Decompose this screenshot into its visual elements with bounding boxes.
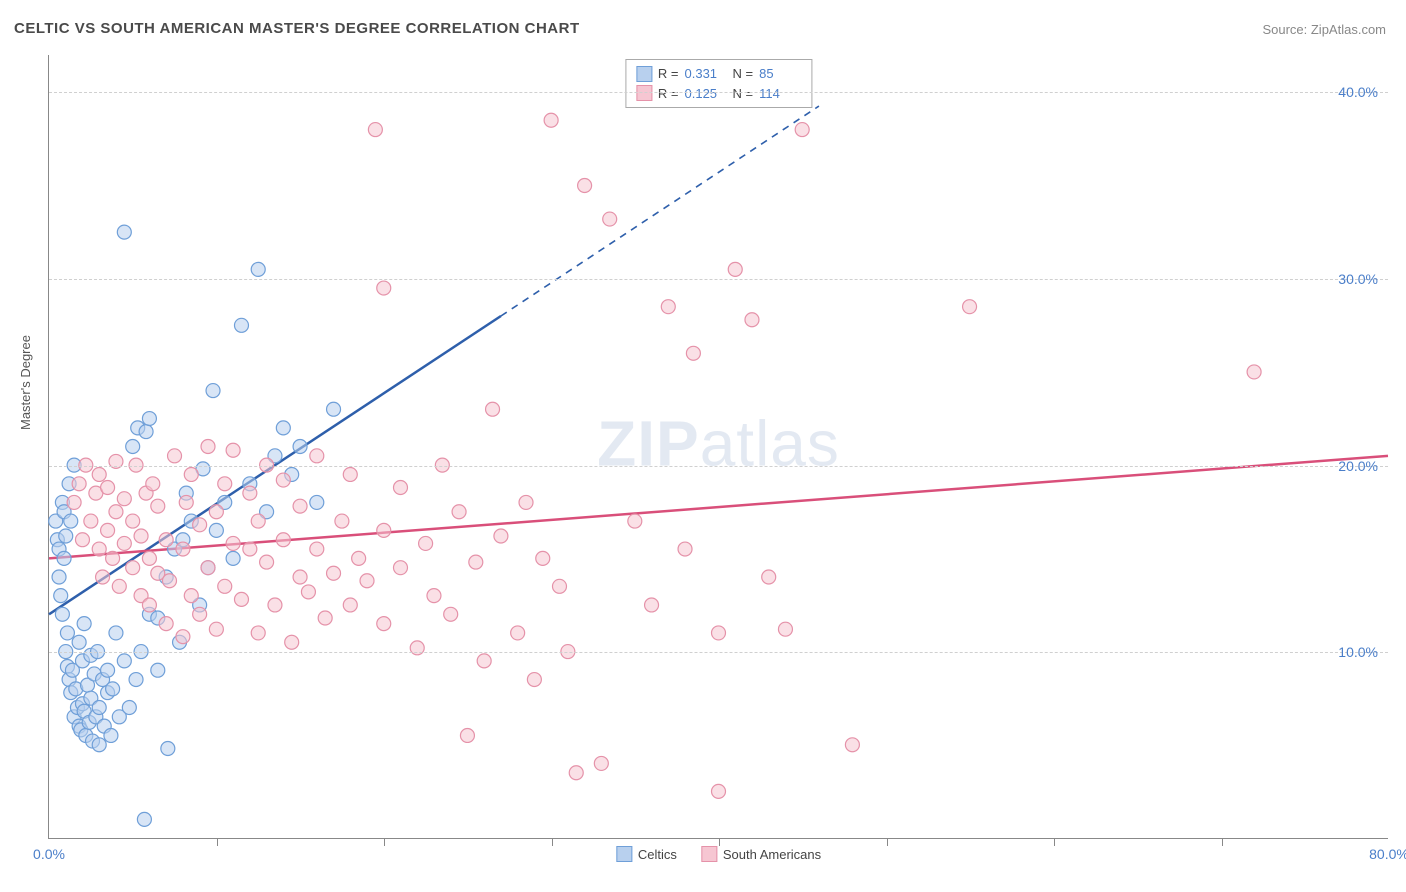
chart-title: CELTIC VS SOUTH AMERICAN MASTER'S DEGREE…	[14, 20, 580, 37]
n-value-celtics: 85	[759, 64, 801, 84]
legend-swatch-celtics	[616, 846, 632, 862]
y-axis-label: Master's Degree	[18, 335, 33, 430]
y-tick-label: 40.0%	[1338, 84, 1378, 100]
y-tick-label: 30.0%	[1338, 271, 1378, 287]
y-tick-label: 10.0%	[1338, 644, 1378, 660]
legend-item-south-americans: South Americans	[701, 846, 821, 862]
legend-label-south-americans: South Americans	[723, 847, 821, 862]
x-tick-label: 80.0%	[1369, 846, 1406, 862]
legend-label-celtics: Celtics	[638, 847, 677, 862]
x-tick-label: 0.0%	[33, 846, 65, 862]
legend-swatch-south-americans	[701, 846, 717, 862]
n-label: N =	[733, 64, 754, 84]
r-value-celtics: 0.331	[685, 64, 727, 84]
stats-legend: R = 0.331 N = 85 R = 0.125 N = 114	[625, 59, 812, 108]
y-tick-label: 20.0%	[1338, 458, 1378, 474]
swatch-celtics	[636, 66, 652, 82]
chart-plot-area: ZIPatlas R = 0.331 N = 85 R = 0.125 N = …	[48, 55, 1388, 839]
scatter-svg	[49, 55, 1388, 838]
stats-row-celtics: R = 0.331 N = 85	[636, 64, 801, 84]
series-legend: Celtics South Americans	[616, 846, 821, 862]
source-attribution: Source: ZipAtlas.com	[1262, 22, 1386, 37]
legend-item-celtics: Celtics	[616, 846, 677, 862]
r-label: R =	[658, 64, 679, 84]
